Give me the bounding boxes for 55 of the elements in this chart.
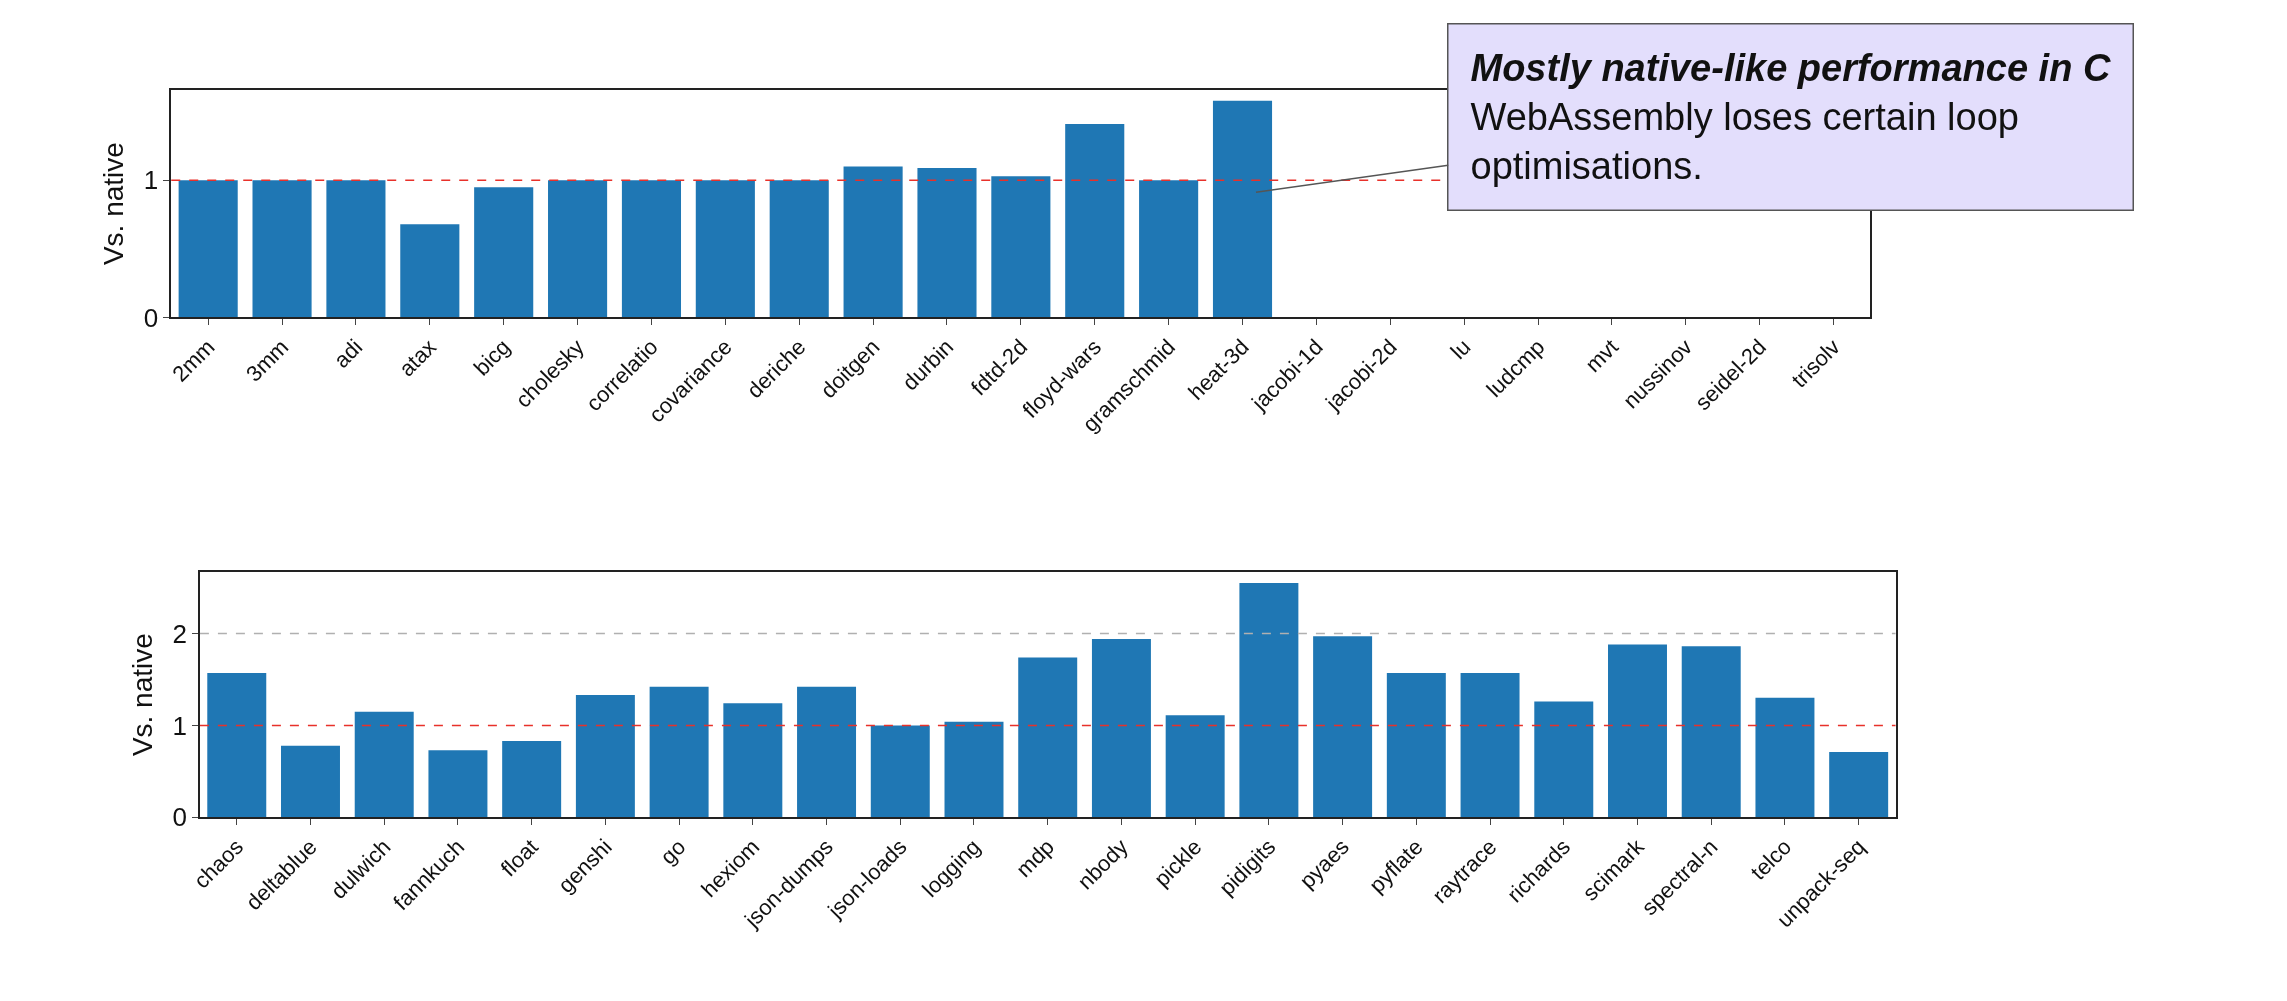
bar	[1139, 180, 1199, 318]
bar	[281, 745, 340, 818]
bar	[354, 711, 414, 818]
x-tick-label: bicg	[468, 334, 515, 381]
y-tick-label: 2	[172, 618, 187, 649]
bar	[917, 167, 977, 318]
bar	[695, 180, 755, 318]
x-tick-label: lu	[1445, 334, 1476, 365]
bar	[1460, 673, 1520, 818]
bar	[575, 695, 635, 818]
text: Mostly native-like performance in C	[1470, 46, 2111, 89]
bar	[991, 176, 1051, 318]
x-tick-label: float	[495, 834, 543, 882]
bar	[1212, 100, 1273, 318]
bar	[1608, 644, 1667, 818]
x-tick-label: go	[655, 834, 691, 870]
bar	[843, 166, 903, 318]
y-axis-title: Vs. native	[98, 142, 130, 266]
annotation: WebAssembly loses certain loop optimisations.	[1470, 95, 2019, 188]
x-tick-label: adi	[328, 334, 368, 373]
x-tick-label: mvt	[1580, 334, 1624, 378]
y-tick-label: 0	[143, 302, 159, 333]
bar	[1829, 752, 1889, 818]
bar	[870, 725, 930, 818]
bar	[428, 750, 488, 818]
bar	[548, 180, 608, 318]
bar	[502, 741, 562, 818]
bar	[1386, 673, 1446, 818]
bar	[1065, 124, 1125, 318]
bar	[769, 180, 829, 318]
x-tick-label: mdp	[1011, 834, 1060, 883]
bar	[723, 703, 783, 818]
y-tick-label: 1	[143, 165, 159, 196]
bar	[1313, 636, 1373, 818]
bar	[621, 180, 682, 318]
bar	[326, 180, 386, 318]
y-axis-title: Vs. native	[126, 633, 158, 757]
y-tick-label: 0	[172, 802, 187, 833]
bar	[944, 721, 1004, 818]
bar	[1534, 701, 1594, 818]
bar	[1091, 639, 1151, 818]
bar	[178, 180, 238, 318]
y-tick-label: 1	[172, 710, 187, 741]
bar	[400, 224, 460, 318]
bar	[649, 686, 709, 818]
bar	[1165, 715, 1225, 818]
x-tick-label: atax	[394, 334, 442, 382]
bar	[797, 686, 857, 818]
bar	[207, 673, 267, 818]
bar	[1018, 657, 1078, 818]
bar	[252, 180, 312, 318]
bar	[1681, 646, 1741, 818]
bar	[1755, 697, 1815, 818]
bar	[1239, 582, 1299, 818]
bar	[474, 187, 534, 318]
